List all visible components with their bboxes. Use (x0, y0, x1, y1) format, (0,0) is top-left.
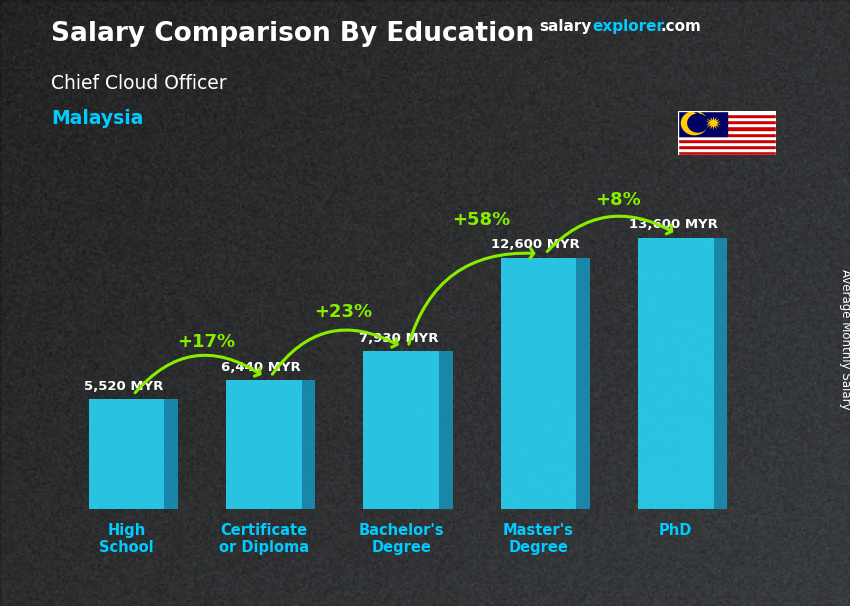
Polygon shape (713, 238, 728, 509)
Text: 13,600 MYR: 13,600 MYR (628, 218, 717, 231)
Bar (638, 238, 713, 509)
Text: +58%: +58% (451, 210, 510, 228)
Bar (678, 124, 776, 127)
Bar (678, 111, 728, 136)
Polygon shape (576, 258, 590, 509)
Bar (88, 399, 164, 509)
Polygon shape (302, 381, 315, 509)
Bar (678, 117, 776, 120)
Bar (678, 120, 776, 124)
Text: +17%: +17% (177, 333, 235, 351)
Polygon shape (439, 351, 452, 509)
Text: +8%: +8% (595, 190, 641, 208)
Text: Malaysia: Malaysia (51, 109, 144, 128)
Text: 12,600 MYR: 12,600 MYR (491, 238, 580, 251)
Bar (678, 136, 776, 139)
Bar (678, 133, 776, 136)
Text: Salary Comparison By Education: Salary Comparison By Education (51, 21, 534, 47)
Bar (678, 114, 776, 117)
Bar (501, 258, 576, 509)
Text: salary: salary (540, 19, 592, 35)
Text: explorer: explorer (592, 19, 665, 35)
Bar (226, 381, 302, 509)
Text: Chief Cloud Officer: Chief Cloud Officer (51, 74, 227, 93)
Bar (678, 139, 776, 142)
Bar (678, 130, 776, 133)
Bar (678, 148, 776, 152)
Bar (678, 145, 776, 148)
Polygon shape (681, 111, 709, 135)
Text: 5,520 MYR: 5,520 MYR (84, 380, 163, 393)
Text: 6,440 MYR: 6,440 MYR (221, 361, 301, 375)
Text: +23%: +23% (314, 303, 372, 321)
Polygon shape (164, 399, 178, 509)
Text: Average Monthly Salary: Average Monthly Salary (839, 269, 850, 410)
Bar (678, 142, 776, 145)
Bar (678, 127, 776, 130)
Polygon shape (706, 116, 721, 130)
Bar (363, 351, 439, 509)
Text: 7,930 MYR: 7,930 MYR (359, 331, 438, 345)
Bar (678, 152, 776, 155)
Text: .com: .com (660, 19, 701, 35)
Bar (678, 111, 776, 114)
